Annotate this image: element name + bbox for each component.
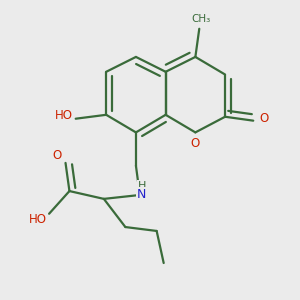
Text: CH₃: CH₃: [192, 14, 211, 24]
Text: O: O: [260, 112, 269, 125]
Text: O: O: [191, 137, 200, 150]
Text: HO: HO: [55, 109, 73, 122]
Text: H: H: [138, 181, 146, 190]
Text: HO: HO: [29, 213, 47, 226]
Text: O: O: [52, 148, 62, 162]
Text: N: N: [137, 188, 146, 201]
